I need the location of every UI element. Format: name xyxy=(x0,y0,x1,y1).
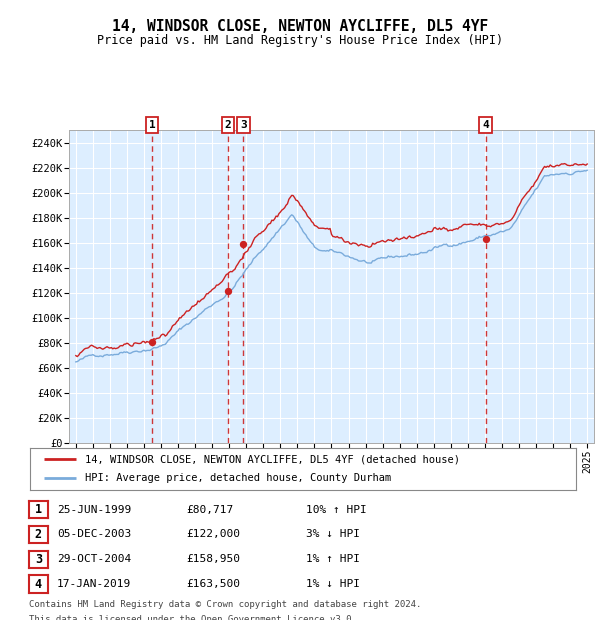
Text: £80,717: £80,717 xyxy=(186,505,233,515)
Text: 05-DEC-2003: 05-DEC-2003 xyxy=(57,529,131,539)
Text: Contains HM Land Registry data © Crown copyright and database right 2024.: Contains HM Land Registry data © Crown c… xyxy=(29,600,421,609)
Text: This data is licensed under the Open Government Licence v3.0.: This data is licensed under the Open Gov… xyxy=(29,615,356,620)
Text: 25-JUN-1999: 25-JUN-1999 xyxy=(57,505,131,515)
Text: 3: 3 xyxy=(240,120,247,130)
Text: 14, WINDSOR CLOSE, NEWTON AYCLIFFE, DL5 4YF: 14, WINDSOR CLOSE, NEWTON AYCLIFFE, DL5 … xyxy=(112,19,488,33)
Text: £158,950: £158,950 xyxy=(186,554,240,564)
Text: HPI: Average price, detached house, County Durham: HPI: Average price, detached house, Coun… xyxy=(85,474,391,484)
Point xyxy=(223,286,233,296)
Text: 1% ↓ HPI: 1% ↓ HPI xyxy=(306,579,360,589)
Text: 17-JAN-2019: 17-JAN-2019 xyxy=(57,579,131,589)
Text: £163,500: £163,500 xyxy=(186,579,240,589)
Point xyxy=(481,234,490,244)
Text: 29-OCT-2004: 29-OCT-2004 xyxy=(57,554,131,564)
Text: 4: 4 xyxy=(35,578,42,590)
Text: 3: 3 xyxy=(35,553,42,565)
Text: 4: 4 xyxy=(482,120,489,130)
Text: 3% ↓ HPI: 3% ↓ HPI xyxy=(306,529,360,539)
Text: 1% ↑ HPI: 1% ↑ HPI xyxy=(306,554,360,564)
Text: £122,000: £122,000 xyxy=(186,529,240,539)
Text: 1: 1 xyxy=(149,120,155,130)
Text: Price paid vs. HM Land Registry's House Price Index (HPI): Price paid vs. HM Land Registry's House … xyxy=(97,34,503,47)
Text: 14, WINDSOR CLOSE, NEWTON AYCLIFFE, DL5 4YF (detached house): 14, WINDSOR CLOSE, NEWTON AYCLIFFE, DL5 … xyxy=(85,454,460,464)
Text: 2: 2 xyxy=(224,120,231,130)
Text: 10% ↑ HPI: 10% ↑ HPI xyxy=(306,505,367,515)
Point xyxy=(239,239,248,249)
Text: 1: 1 xyxy=(35,503,42,516)
Text: 2: 2 xyxy=(35,528,42,541)
Point xyxy=(148,337,157,347)
